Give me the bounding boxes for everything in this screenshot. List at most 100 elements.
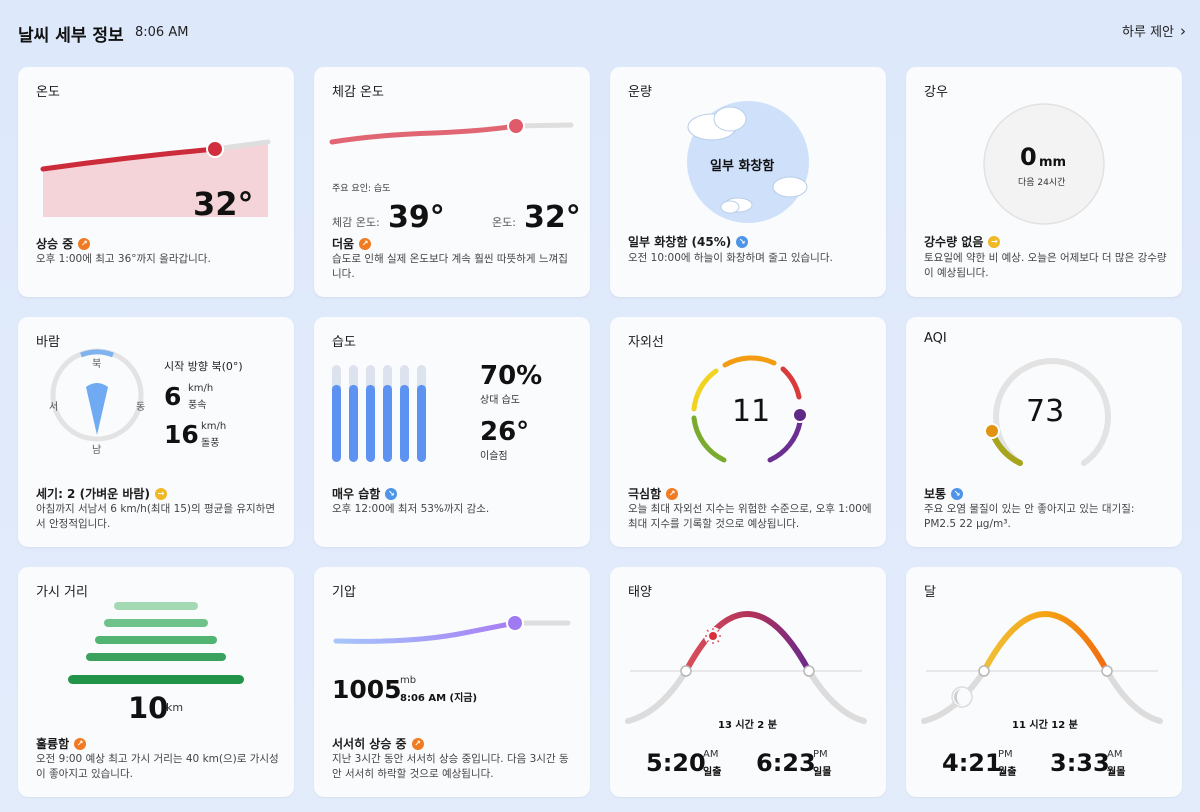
cloud-cover-graphic bbox=[687, 101, 809, 223]
feels-value: 39° bbox=[388, 200, 445, 235]
card-title: 운량 bbox=[628, 85, 652, 100]
pressure-unit: mb bbox=[400, 675, 417, 686]
wind-gust-unit: km/h bbox=[201, 421, 227, 432]
moon-card[interactable]: 달 11 시간 12 분 4:21 PM 월출 3:33 AM 월몰 bbox=[906, 567, 1182, 797]
rain-unit: mm bbox=[1039, 155, 1067, 170]
trend-up-icon: ↗ bbox=[74, 737, 87, 750]
wind-start-direction: 시작 방향 북(0°) bbox=[164, 360, 243, 373]
wind-gust-label: 돌풍 bbox=[201, 438, 220, 449]
visibility-desc: 오전 9:00 예상 최고 가시 거리는 40 km(으)로 가시성이 좋아지고… bbox=[36, 753, 279, 780]
aqi-card[interactable]: AQI 73 보통 ↘ 주요 오염 물질이 있는 안 좋아지고 있는 대기질: … bbox=[906, 317, 1182, 547]
sun-card[interactable]: 태양 13 시간 2 분 5:20 AM 일출 6:23 PM 일몰 bbox=[610, 567, 886, 797]
sunrise-ampm: AM bbox=[703, 749, 719, 760]
summary-text: 일부 화창함 (45%) bbox=[628, 235, 732, 249]
card-title: 강우 bbox=[924, 85, 948, 100]
card-title: 달 bbox=[924, 585, 936, 600]
visibility-card[interactable]: 가시 거리 10 km 훌륭함 ↗ 오전 9:00 예상 최고 가시 거리는 4… bbox=[18, 567, 294, 797]
summary-text: 세기: 2 (가벼운 바람) bbox=[36, 487, 150, 501]
humidity-bar bbox=[383, 384, 392, 462]
temp-value: 32° bbox=[524, 200, 581, 235]
temperature-graph bbox=[40, 139, 271, 217]
aqi-desc: 주요 오염 물질이 있는 안 좋아지고 있는 대기질: PM2.5 22 μg/… bbox=[924, 503, 1135, 530]
humidity-card[interactable]: 습도 70% 상대 습도 26° 이슬점 매우 습함 ↘ 오후 12:00에 최… bbox=[314, 317, 590, 547]
compass-west: 서 bbox=[49, 402, 59, 413]
trend-up-icon: ↗ bbox=[666, 487, 679, 500]
compass-east: 동 bbox=[136, 402, 146, 413]
moon-arc bbox=[921, 611, 1163, 724]
moonset-ampm: AM bbox=[1107, 749, 1123, 760]
aqi-value: 73 bbox=[1026, 394, 1065, 429]
uv-card[interactable]: 자외선 11 극심함 ↗ 오늘 최대 자외선 지수는 위험한 수준으로, 오후 … bbox=[610, 317, 886, 547]
pressure-card[interactable]: 기압 1005 mb 8:06 AM (지금) 서서히 상승 중 ↗ 지난 3시… bbox=[314, 567, 590, 797]
wind-desc: 아침까지 서남서 6 km/h(최대 15)의 평균을 유지하면서 안정적입니다… bbox=[36, 503, 275, 530]
pressure-graph bbox=[333, 614, 571, 644]
sunset-ampm: PM bbox=[813, 749, 828, 760]
cloud-center-label: 일부 화창함 bbox=[710, 159, 775, 174]
sunset-label: 일몰 bbox=[813, 767, 832, 778]
temperature-desc: 오후 1:00에 최고 36°까지 올라갑니다. bbox=[36, 253, 211, 265]
moon-duration: 11 시간 12 분 bbox=[1012, 720, 1078, 731]
summary-text: 상승 중 bbox=[36, 237, 74, 251]
chevron-right-icon: › bbox=[1180, 21, 1186, 40]
visibility-value: 10 bbox=[128, 691, 169, 725]
top-bar: 날씨 세부 정보 8:06 AM 하루 제안 › bbox=[0, 0, 1200, 60]
summary-text: 더움 bbox=[332, 237, 355, 251]
wind-summary: 세기: 2 (가벼운 바람) → bbox=[36, 485, 167, 502]
aqi-gauge bbox=[984, 358, 1111, 466]
summary-text: 보통 bbox=[924, 487, 947, 501]
feels-factor: 주요 요인: 습도 bbox=[332, 184, 391, 194]
summary-text: 강수량 없음 bbox=[924, 235, 984, 249]
header-time: 8:06 AM bbox=[135, 25, 189, 40]
summary-text: 훌륭함 bbox=[36, 737, 70, 751]
wind-speed: 6 bbox=[164, 382, 182, 411]
wind-card[interactable]: 바람 북 남 동 서 시작 방향 북(0°) 6 km/h 풍속 16 km/h… bbox=[18, 317, 294, 547]
visibility-graphic bbox=[68, 602, 244, 684]
trend-up-icon: ↗ bbox=[411, 737, 424, 750]
pressure-value: 1005 bbox=[332, 675, 402, 704]
humidity-value: 70% bbox=[480, 361, 543, 391]
summary-text: 매우 습함 bbox=[332, 487, 381, 501]
moonrise-ampm: PM bbox=[998, 749, 1013, 760]
trend-down-icon: ↘ bbox=[736, 235, 749, 248]
wind-compass bbox=[50, 348, 144, 442]
summary-text: 서서히 상승 중 bbox=[332, 737, 407, 751]
humidity-bars bbox=[332, 365, 426, 462]
aqi-summary: 보통 ↘ bbox=[924, 485, 964, 502]
pressure-summary: 서서히 상승 중 ↗ bbox=[332, 735, 424, 752]
feels-label: 체감 온도: bbox=[332, 216, 380, 229]
temperature-summary: 상승 중 ↗ bbox=[36, 235, 91, 252]
uv-summary: 극심함 ↗ bbox=[628, 485, 679, 502]
trend-flat-icon: → bbox=[988, 235, 1001, 248]
humidity-bar bbox=[332, 384, 341, 462]
sunset-time: 6:23 bbox=[756, 749, 816, 777]
uv-gauge bbox=[691, 355, 808, 463]
compass-south: 남 bbox=[92, 445, 102, 456]
moonrise-time: 4:21 bbox=[942, 749, 1002, 777]
temperature-card[interactable]: 온도 32° 상승 중 ↗ 오후 1:00에 최고 36°까지 올라갑니다. bbox=[18, 67, 294, 297]
dew-point-value: 26° bbox=[480, 417, 530, 447]
page-title: 날씨 세부 정보 bbox=[18, 26, 124, 46]
rain-card[interactable]: 강우 0 mm 다음 24시간 강수량 없음 → 토요일에 약한 비 예상. 오… bbox=[906, 67, 1182, 297]
feels-summary: 더움 ↗ bbox=[332, 235, 372, 252]
sun-arc bbox=[625, 611, 867, 724]
dew-point-label: 이슬점 bbox=[480, 451, 508, 462]
sunrise-label: 일출 bbox=[703, 767, 722, 778]
rain-summary: 강수량 없음 → bbox=[924, 233, 1001, 250]
humidity-bar bbox=[417, 384, 426, 462]
feels-like-graph bbox=[329, 117, 574, 145]
card-title: 자외선 bbox=[628, 335, 664, 350]
rain-sub: 다음 24시간 bbox=[1018, 178, 1066, 188]
uv-value: 11 bbox=[732, 394, 771, 429]
compass-north: 북 bbox=[92, 359, 102, 370]
humidity-desc: 오후 12:00에 최저 53%까지 감소. bbox=[332, 503, 490, 515]
moonrise-label: 월출 bbox=[998, 767, 1017, 778]
temperature-value: 32° bbox=[193, 185, 254, 223]
pressure-desc: 지난 3시간 동안 서서히 상승 중입니다. 다음 3시간 동안 서서히 하락할… bbox=[332, 753, 569, 780]
card-title: 습도 bbox=[332, 335, 356, 350]
rain-desc: 토요일에 약한 비 예상. 오늘은 어제보다 더 많은 강수량이 예상됩니다. bbox=[924, 252, 1167, 279]
card-title: 온도 bbox=[36, 85, 60, 100]
humidity-summary: 매우 습함 ↘ bbox=[332, 485, 398, 502]
day-suggest-link[interactable]: 하루 제안 › bbox=[1122, 21, 1186, 41]
feels-like-card[interactable]: 체감 온도 주요 요인: 습도 체감 온도: 39° 온도: 32° 더움 ↗ … bbox=[314, 67, 590, 297]
cloud-cover-card[interactable]: 운량 일부 화창함 일부 화창함 (45%) ↘ 오전 10:00에 하늘이 화… bbox=[610, 67, 886, 297]
